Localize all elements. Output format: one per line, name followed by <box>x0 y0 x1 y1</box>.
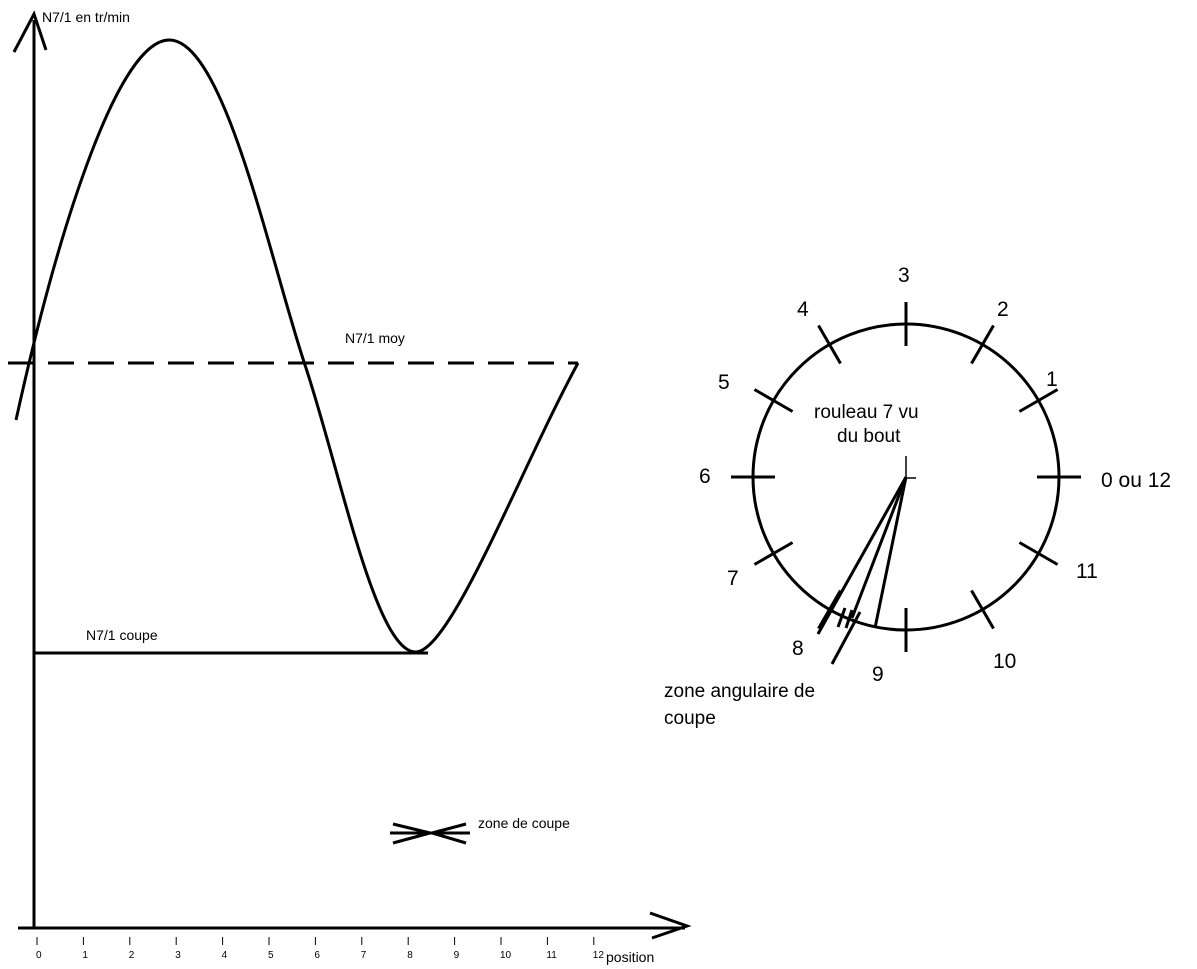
dial-tick <box>970 589 995 630</box>
dial-position-label: 10 <box>993 650 1016 673</box>
x-tick-group: 0 1 2 3 4 5 6 7 8 9 10 11 12 <box>36 937 604 961</box>
x-tick-label: 12 <box>593 950 605 961</box>
y-axis-arrowhead <box>12 10 48 53</box>
cut-zone-angle-line2: coupe <box>664 708 716 729</box>
x-tick-label: 0 <box>36 950 42 961</box>
dial-tick <box>817 324 842 365</box>
cut-angle-lines <box>816 476 908 665</box>
x-axis-arrowhead <box>649 911 692 940</box>
x-tick-label: 11 <box>546 950 557 961</box>
mean-speed-label: N7/1 moy <box>345 330 405 346</box>
dial-position-label: 5 <box>718 371 730 394</box>
x-tick-label: 1 <box>82 950 88 961</box>
dial-title-line2: du bout <box>837 426 901 447</box>
dial-position-label: 8 <box>792 637 804 660</box>
dial-position-label: 4 <box>797 298 809 321</box>
x-tick-label: 4 <box>222 950 228 961</box>
x-tick-label: 10 <box>500 950 512 961</box>
dial-position-label: 9 <box>872 663 884 686</box>
x-tick-label: 8 <box>407 950 413 961</box>
x-tick-label: 6 <box>314 950 320 961</box>
dial-position-label: 6 <box>699 465 711 488</box>
dial-tick <box>1018 388 1059 413</box>
cut-zone-angle-line1: zone angulaire de <box>664 681 815 702</box>
y-axis-label: N7/1 en tr/min <box>42 9 130 25</box>
cut-zone-label: zone de coupe <box>478 815 570 831</box>
x-tick-label: 5 <box>268 950 274 961</box>
dial-title-line1: rouleau 7 vu <box>814 402 919 423</box>
dial-tick <box>970 324 995 365</box>
dial-label-group: 0 ou 12 1 2 3 4 5 6 7 8 9 10 11 <box>699 264 1171 686</box>
dial-tick <box>753 541 794 566</box>
dial-tick <box>817 589 842 630</box>
speed-curve <box>14 38 580 654</box>
x-tick-label: 3 <box>175 950 181 961</box>
dial-position-label: 1 <box>1046 368 1058 391</box>
dial-position-label: 3 <box>898 264 910 287</box>
dial-position-label: 11 <box>1076 560 1098 583</box>
dial-position-label: 0 ou 12 <box>1101 469 1171 492</box>
cut-zone-arrows <box>390 822 470 845</box>
dial-tick <box>1018 541 1059 566</box>
speed-graph: N7/1 en tr/min position 0 1 2 3 4 5 6 7 8 9 10 11 12… <box>8 9 692 965</box>
cut-speed-label: N7/1 coupe <box>86 627 158 643</box>
x-axis-label: position <box>606 949 654 965</box>
dial-position-label: 2 <box>997 298 1009 321</box>
x-tick-label: 2 <box>129 950 135 961</box>
dial-tick <box>753 388 794 413</box>
x-tick-label: 7 <box>361 950 367 961</box>
dial-position-label: 7 <box>727 567 739 590</box>
roller-dial: 0 ou 12 1 2 3 4 5 6 7 8 9 10 11 rouleau 7 vu du bou… <box>664 264 1171 729</box>
x-tick-label: 9 <box>454 950 460 961</box>
dial-tick-group <box>731 302 1081 652</box>
